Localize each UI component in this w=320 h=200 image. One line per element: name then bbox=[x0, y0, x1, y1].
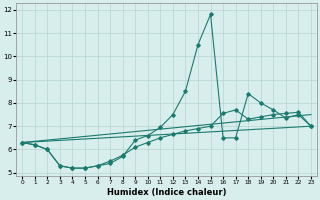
X-axis label: Humidex (Indice chaleur): Humidex (Indice chaleur) bbox=[107, 188, 226, 197]
